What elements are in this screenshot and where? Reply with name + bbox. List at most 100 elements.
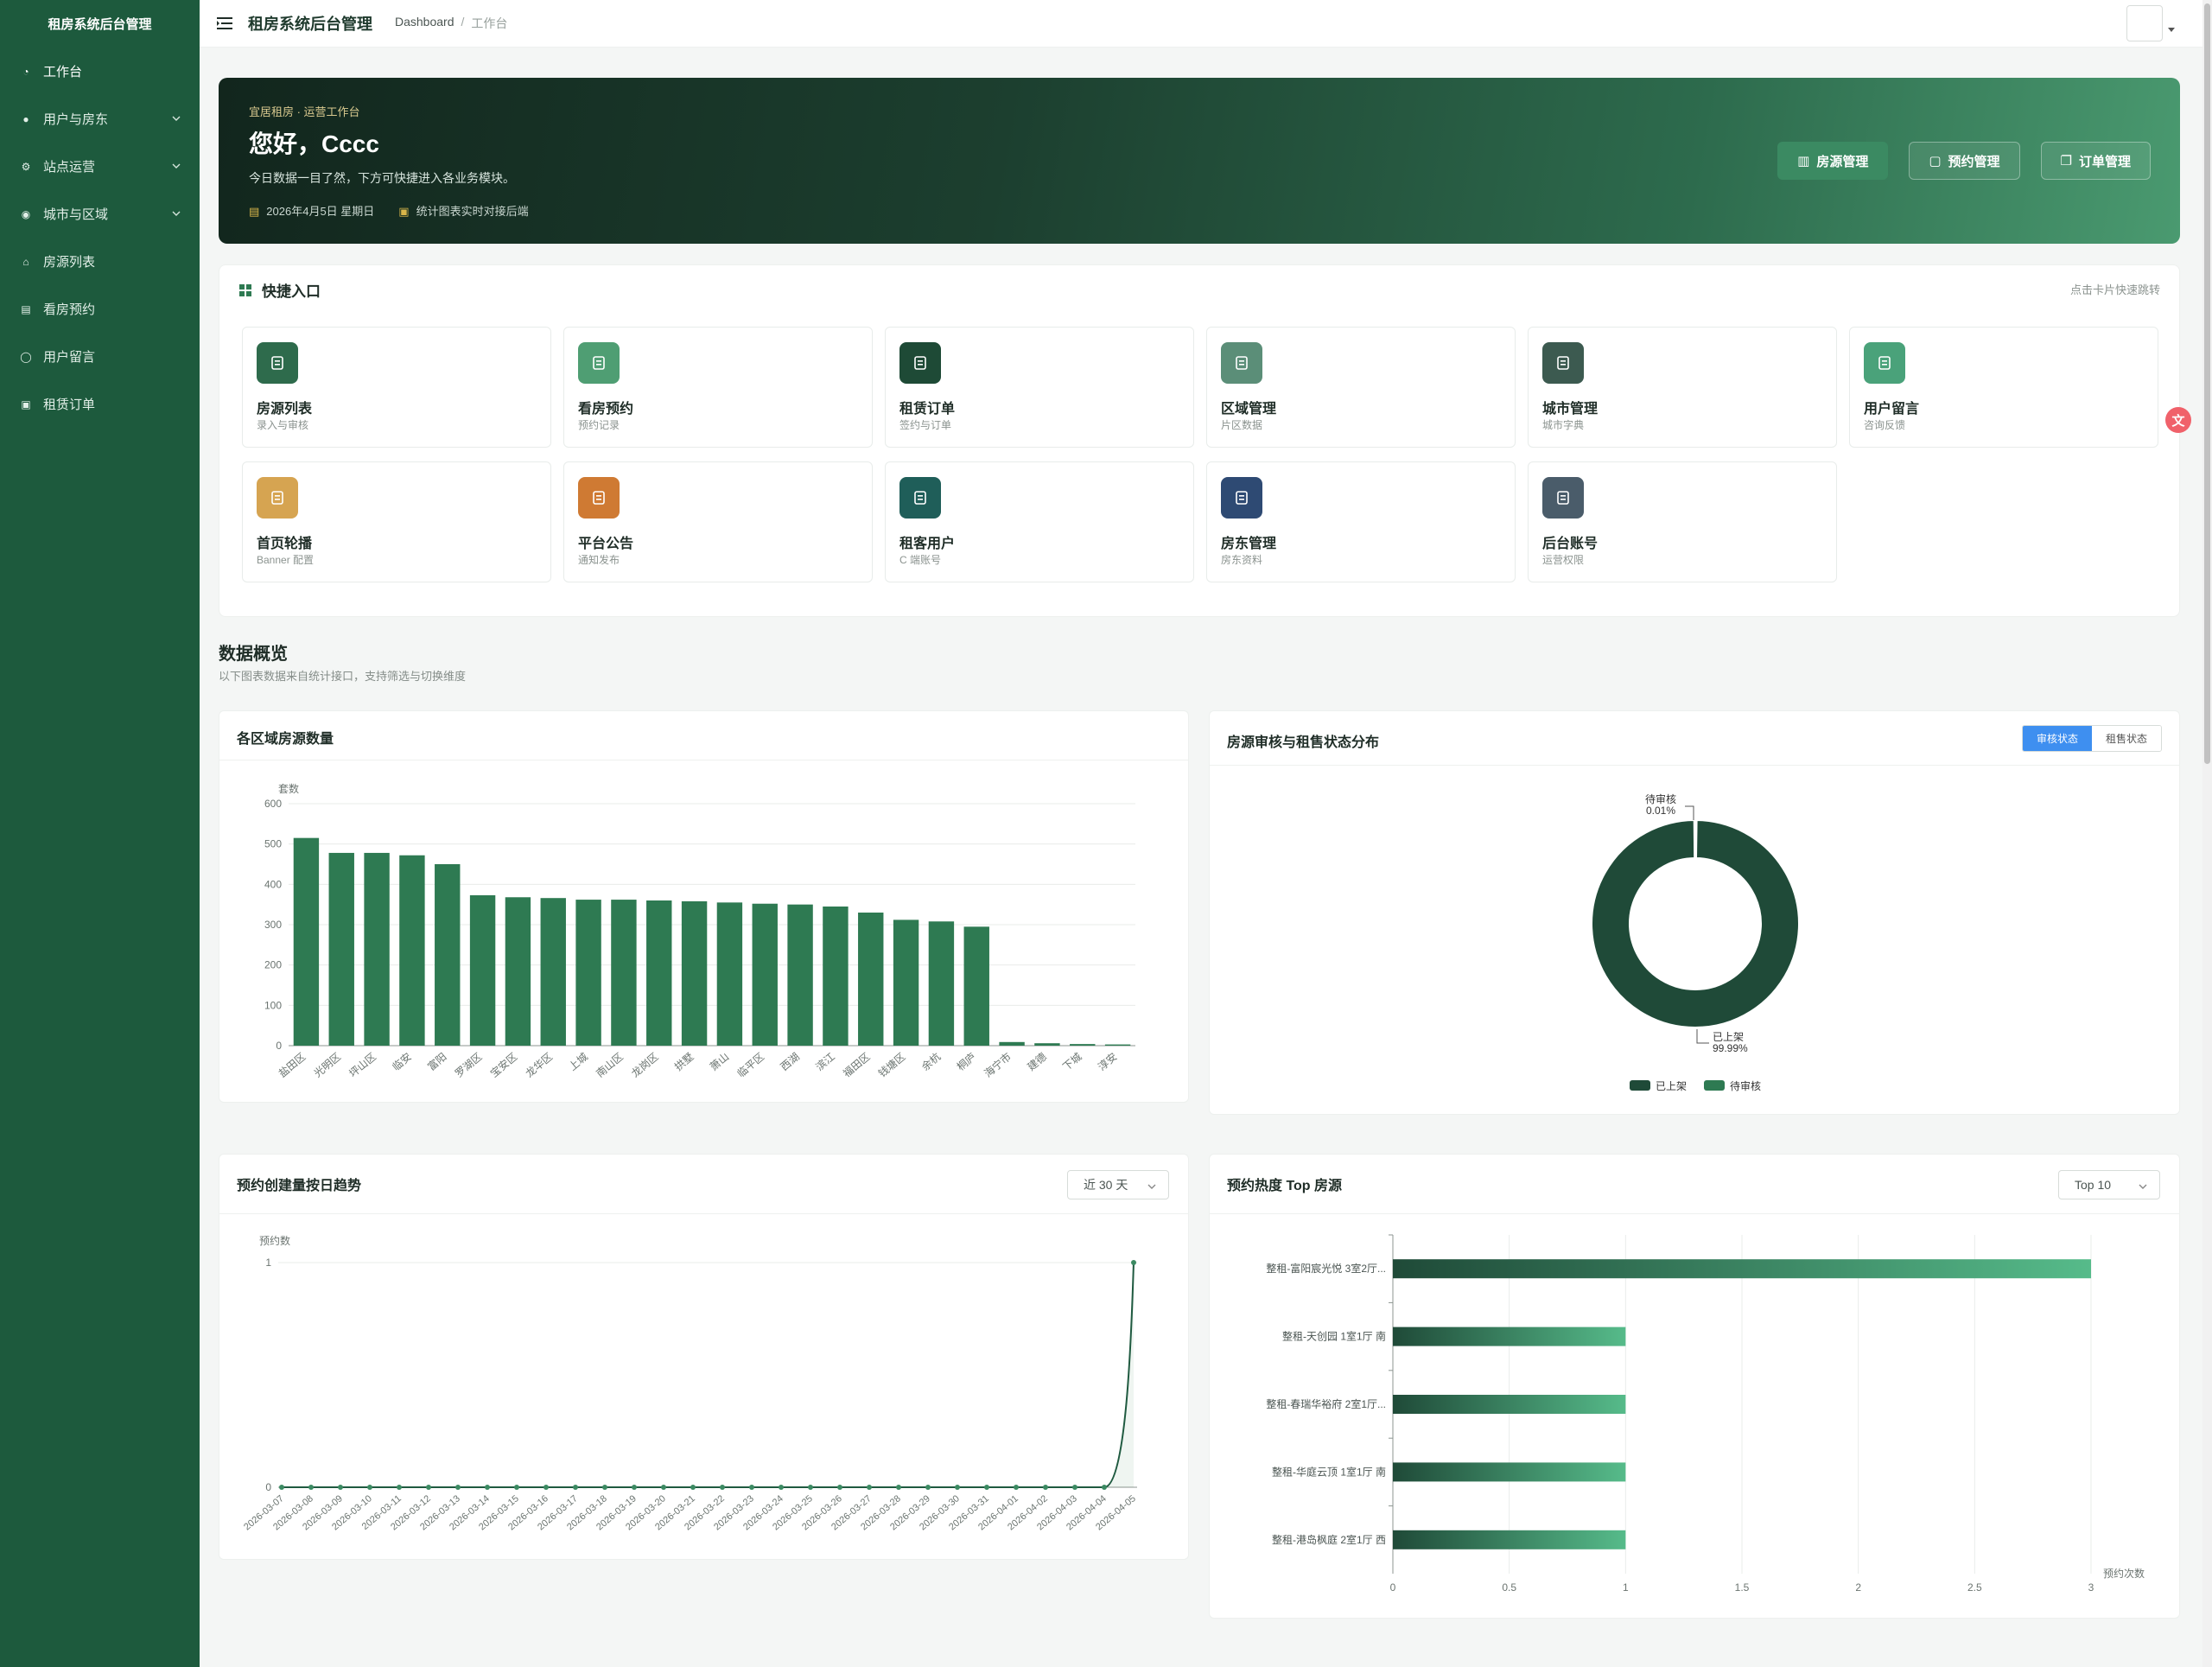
building-icon: ▥ [1797,154,1810,169]
banner-actions: ▥ 房源管理 ▢ 预约管理 ❐ 订单管理 [1777,142,2151,180]
trend-range-select[interactable]: 近 30 天 [1067,1170,1169,1199]
sidebar-item-1[interactable]: ● 用户与房东 [0,95,200,143]
quick-card-4[interactable]: 城市管理 城市字典 [1528,327,1837,448]
order-manage-button[interactable]: ❐ 订单管理 [2040,142,2151,180]
tab-audit-status[interactable]: 审核状态 [2022,726,2092,751]
point-21 [896,1485,901,1490]
quick-card-label: 城市管理 [1542,402,1599,417]
top-n-select[interactable]: Top 10 [2058,1170,2160,1199]
menu-toggle-icon[interactable] [215,14,234,33]
house-manage-button[interactable]: ▥ 房源管理 [1777,142,1889,180]
line-area [282,1263,1134,1487]
quick-card-1[interactable]: 看房预约 预约记录 [563,327,873,448]
point-8 [514,1485,519,1490]
bar-7 [540,898,566,1046]
y-tick-label: 300 [264,919,282,931]
quick-card-10[interactable]: 后台账号 运营权限 [1528,461,1837,582]
x-tick-label: 临平区 [735,1051,767,1080]
quick-card-7[interactable]: 平台公告 通知发布 [563,461,873,582]
top-chart-card: 预约热度 Top 房源 Top 10 0 0.5 1 1.5 2 2.5 3 预约次数 整租-富… [1209,1154,2180,1619]
sidebar-item-5[interactable]: ▤ 看房预约 [0,285,200,333]
x-tick-label: 富阳 [425,1050,449,1073]
overview-subtitle: 以下图表数据来自统计接口，支持筛选与切换维度 [219,670,467,683]
document-icon: ▣ [21,398,31,410]
map-pin-icon [1221,342,1262,384]
bar-8 [575,900,601,1046]
point-27 [1072,1485,1077,1490]
sidebar-item-label: 城市与区域 [43,207,109,222]
quick-card-5[interactable]: 用户留言 咨询反馈 [1849,327,2158,448]
quick-card-subtitle: 通知发布 [578,554,620,566]
x-axis-title: 预约次数 [2103,1567,2145,1580]
point-16 [749,1485,754,1490]
x-tick-label: 上城 [567,1051,590,1073]
banner-greeting: 您好，Cccc [249,130,379,157]
status-tabs: 审核状态 租售状态 [2021,725,2162,752]
slice-1 [1694,818,1698,860]
quick-card-2[interactable]: 租赁订单 签约与订单 [885,327,1194,448]
sidebar-item-label: 看房预约 [43,302,96,317]
hbar-4 [1393,1530,1626,1549]
avatar-caret-icon[interactable] [2168,28,2175,32]
quick-card-9[interactable]: 房东管理 房东资料 [1206,461,1516,582]
card-divider [1210,1213,2179,1214]
breadcrumb: Dashboard / 工作台 [395,15,507,32]
hbar-0 [1393,1259,2091,1279]
user-icon [899,477,941,519]
slice-0 [1591,818,1800,1028]
region-bar-chart: 套数 0 100 200 300 400 500 600 盐田区 光明区 坪山区 临安 富阳 罗湖区 宝安区… [264,782,1135,1080]
avatar[interactable] [2126,5,2163,41]
card-divider [219,1213,1188,1214]
point-6 [455,1485,461,1490]
hbar-1 [1393,1327,1626,1346]
booking-manage-button[interactable]: ▢ 预约管理 [1909,142,2020,180]
bell-icon [578,477,620,519]
scrollbar-thumb[interactable] [2204,3,2210,764]
point-3 [367,1485,372,1490]
quick-card-3[interactable]: 区域管理 片区数据 [1206,327,1516,448]
file-icon: ▢ [1929,154,1942,169]
y-tick-label: 整租-华庭云顶 1室1厅 南 [1272,1465,1386,1478]
x-tick-label: 0 [1390,1581,1396,1594]
sidebar-item-6[interactable]: ◯ 用户留言 [0,333,200,380]
quick-card-subtitle: 预约记录 [578,419,620,431]
x-tick-label: 龙岗区 [629,1051,661,1080]
bar-20 [999,1041,1025,1046]
bar-10 [646,900,672,1046]
quick-card-label: 房源列表 [257,402,313,417]
calendar-icon: ▤ [249,205,260,218]
page-scrollbar[interactable] [2202,0,2212,1667]
sidebar-item-3[interactable]: ◉ 城市与区域 [0,190,200,238]
breadcrumb-root[interactable]: Dashboard [395,15,454,29]
point-23 [955,1485,960,1490]
quick-card-label: 租赁订单 [899,402,956,417]
quick-card-subtitle: Banner 配置 [257,554,315,566]
point-5 [426,1485,431,1490]
sidebar-item-0[interactable]: ◔ 工作台 [0,48,200,95]
x-tick-label: 萧山 [708,1051,731,1073]
point-9 [543,1485,549,1490]
top-header: 租房系统后台管理 Dashboard / 工作台 [200,0,2202,48]
translate-icon[interactable]: 文 [2165,407,2191,433]
quick-card-8[interactable]: 租客用户 C 端账号 [885,461,1194,582]
point-15 [720,1485,725,1490]
point-26 [1043,1485,1048,1490]
x-tick-label: 2 [1855,1581,1861,1594]
x-tick-label: 光明区 [312,1051,344,1080]
user-icon [1221,477,1262,519]
bar-15 [823,907,849,1046]
quick-card-6[interactable]: 首页轮播 Banner 配置 [242,461,551,582]
x-tick-label: 钱塘区 [875,1050,907,1080]
image-icon [257,477,298,519]
point-28 [1102,1485,1107,1490]
mail-icon [1864,342,1905,384]
sidebar-item-2[interactable]: ⚙ 站点运营 [0,143,200,190]
point-1 [308,1485,314,1490]
x-tick-label: 桐庐 [954,1050,978,1073]
sidebar-item-7[interactable]: ▣ 租赁订单 [0,380,200,428]
sidebar-item-4[interactable]: ⌂ 房源列表 [0,238,200,285]
bar-23 [1104,1044,1131,1046]
tab-rent-status[interactable]: 租售状态 [2091,726,2161,751]
quick-card-0[interactable]: 房源列表 录入与审核 [242,327,551,448]
